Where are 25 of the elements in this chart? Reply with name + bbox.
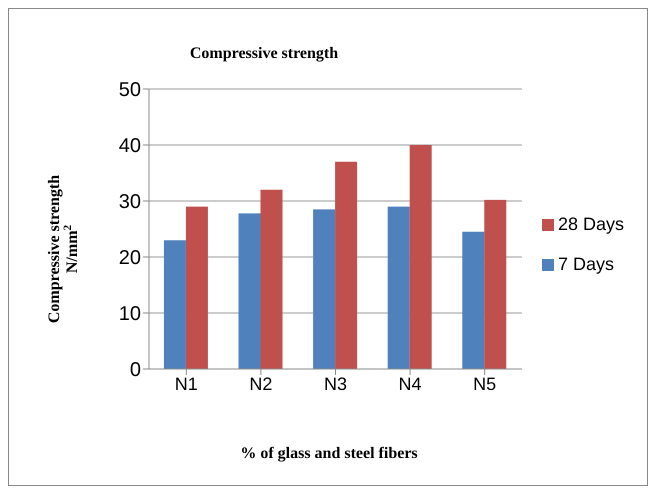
bar xyxy=(484,200,506,369)
y-tick-label: 30 xyxy=(118,191,141,214)
y-tick-label: 50 xyxy=(118,79,141,102)
y-tick-label: 20 xyxy=(118,247,141,270)
bar xyxy=(313,209,336,369)
x-tick-label: N2 xyxy=(249,374,272,394)
y-tick-label: 0 xyxy=(130,359,141,382)
x-axis-title: % of glass and steel fibers xyxy=(239,445,419,463)
legend-label: 7 Days xyxy=(558,254,614,274)
legend-label: 28 Days xyxy=(558,214,624,234)
x-tick-label: N4 xyxy=(398,374,422,394)
chart-title: Compressive strength xyxy=(188,45,340,63)
bar xyxy=(388,206,410,369)
x-tick-label: N3 xyxy=(324,374,347,394)
bar xyxy=(186,206,208,369)
y-tick-label: 40 xyxy=(118,135,141,158)
bar xyxy=(238,213,261,369)
y-tick-label: 10 xyxy=(118,303,141,326)
x-tick-label: N1 xyxy=(174,374,198,394)
x-tick-label: N5 xyxy=(473,374,496,394)
bar xyxy=(260,190,283,369)
bar xyxy=(462,232,484,369)
bar xyxy=(335,162,358,369)
bar xyxy=(410,145,432,369)
bar xyxy=(164,240,186,369)
